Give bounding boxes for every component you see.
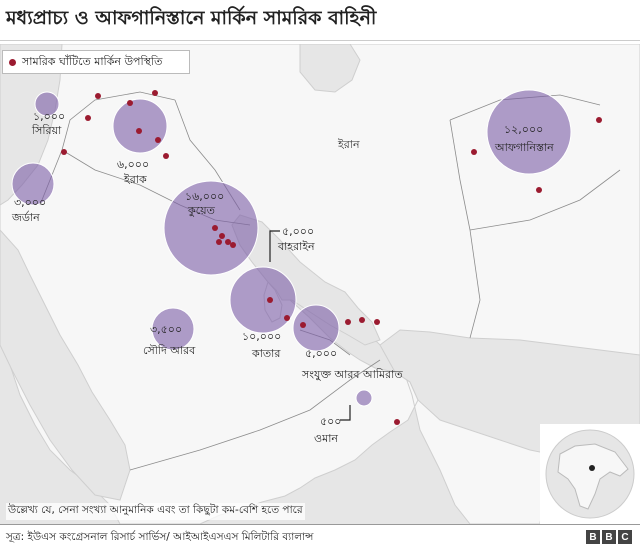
bubble-oman[interactable] — [355, 389, 373, 407]
globe-land — [557, 443, 629, 510]
globe-marker-icon — [589, 465, 595, 471]
base-dot[interactable] — [471, 149, 477, 155]
bubble-iraq[interactable] — [112, 98, 168, 154]
label-afghanistan: আফগানিস্তান — [494, 141, 554, 154]
base-dot[interactable] — [359, 317, 365, 323]
country-labels: ১,০০০ সিরিয়া ৬,০০০ ইরাক ৩,০০০ জর্ডান ১৬… — [11, 110, 554, 445]
base-dot[interactable] — [394, 419, 400, 425]
base-dot[interactable] — [267, 297, 273, 303]
value-saudi: ৩,৫০০ — [150, 323, 182, 336]
label-oman: ওমান — [314, 432, 338, 445]
base-dots — [61, 90, 602, 425]
base-dot[interactable] — [374, 319, 380, 325]
bubble-jordan[interactable] — [11, 162, 55, 206]
value-jordan: ৩,০০০ — [14, 196, 46, 209]
legend: সামরিক ঘাঁটিতে মার্কিন উপস্থিতি — [2, 50, 190, 74]
bubble-afghanistan[interactable] — [486, 89, 572, 175]
bubble-kuwait[interactable] — [163, 180, 259, 276]
base-dot[interactable] — [230, 242, 236, 248]
page-title: মধ্যপ্রাচ্য ও আফগানিস্তানে মার্কিন সামরি… — [6, 7, 377, 29]
footnote: উল্লেখ্য যে, সেনা সংখ্যা আনুমানিক এবং তা… — [6, 503, 305, 520]
bbc-logo: B B C — [586, 530, 632, 544]
bubble-qatar[interactable] — [229, 266, 297, 334]
base-dot[interactable] — [152, 90, 158, 96]
label-iraq: ইরাক — [123, 173, 147, 186]
base-dot[interactable] — [300, 322, 306, 328]
iran-label: ইরান — [337, 138, 360, 151]
map-svg: ইরান — [0, 44, 640, 524]
value-iraq: ৬,০০০ — [117, 158, 149, 171]
base-dot[interactable] — [219, 233, 225, 239]
base-dot[interactable] — [95, 93, 101, 99]
base-dot[interactable] — [163, 153, 169, 159]
bahrain-callout — [269, 230, 280, 262]
legend-dot-icon — [9, 58, 16, 66]
label-syria: সিরিয়া — [31, 124, 62, 137]
caspian-sea — [299, 44, 361, 93]
value-syria: ১,০০০ — [33, 110, 65, 123]
base-dot[interactable] — [345, 319, 351, 325]
bubble-uae[interactable] — [292, 304, 340, 352]
bbc-logo-c: C — [618, 530, 632, 544]
footer-divider — [0, 524, 640, 525]
label-bahrain: বাহরাইন — [277, 240, 315, 253]
base-dot[interactable] — [127, 100, 133, 106]
base-dot[interactable] — [61, 149, 67, 155]
value-afghanistan: ১২,০০০ — [504, 123, 543, 136]
red-sea — [0, 229, 131, 501]
label-qatar: কাতার — [251, 347, 281, 360]
bubble-syria[interactable] — [34, 91, 60, 117]
value-uae: ৫,০০০ — [305, 347, 337, 360]
base-dot[interactable] — [216, 239, 222, 245]
legend-label: সামরিক ঘাঁটিতে মার্কিন উপস্থিতি — [22, 54, 163, 68]
base-dot[interactable] — [284, 315, 290, 321]
base-dot[interactable] — [212, 225, 218, 231]
oman-callout — [340, 405, 351, 421]
value-qatar: ১০,০০০ — [242, 330, 281, 343]
value-oman: ৫০০ — [320, 415, 341, 428]
map[interactable]: ইরান — [0, 44, 640, 524]
title-divider — [0, 40, 640, 41]
locator-globe-svg — [545, 429, 635, 519]
bubble-saudi[interactable] — [151, 307, 195, 351]
source-text: সূত্র: ইউএস কংগ্রেসনাল রিসার্চ সার্ভিস/ … — [6, 531, 314, 543]
label-kuwait: কুয়েত — [187, 204, 216, 217]
label-saudi: সৌদি আরব — [143, 344, 196, 357]
value-kuwait: ১৬,০০০ — [185, 190, 224, 203]
value-bahrain: ৫,০০০ — [282, 225, 314, 238]
label-uae: সংযুক্ত আরব আমিরাত — [301, 368, 403, 381]
label-jordan: জর্ডান — [11, 211, 40, 224]
bbc-logo-b1: B — [586, 530, 600, 544]
base-dot[interactable] — [225, 239, 231, 245]
bbc-logo-b2: B — [602, 530, 616, 544]
base-dot[interactable] — [536, 187, 542, 193]
locator-globe — [540, 424, 640, 524]
base-dot[interactable] — [136, 128, 142, 134]
base-dot[interactable] — [155, 137, 161, 143]
base-dot[interactable] — [596, 117, 602, 123]
base-dot[interactable] — [85, 115, 91, 121]
bubbles — [11, 89, 572, 407]
